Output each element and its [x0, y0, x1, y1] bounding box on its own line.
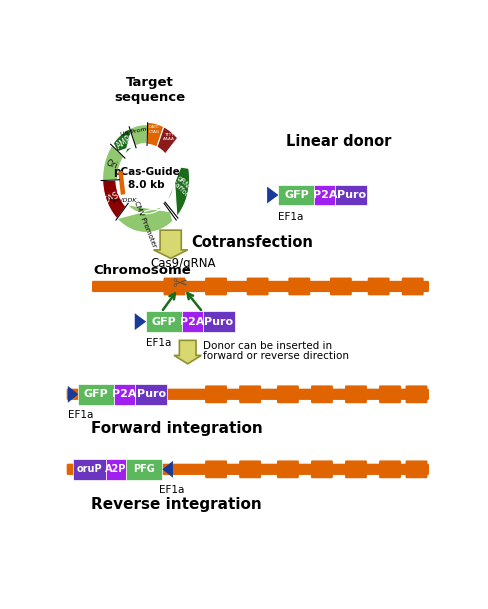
Text: AMPr: AMPr — [115, 132, 136, 150]
FancyBboxPatch shape — [74, 459, 105, 480]
FancyBboxPatch shape — [406, 460, 427, 478]
Polygon shape — [135, 313, 146, 330]
Text: Linear donor: Linear donor — [286, 133, 392, 149]
Text: Myc/DDK: Myc/DDK — [109, 198, 138, 203]
Text: P2A: P2A — [112, 389, 137, 400]
Polygon shape — [174, 340, 202, 364]
FancyBboxPatch shape — [345, 460, 367, 478]
Polygon shape — [130, 125, 147, 146]
FancyBboxPatch shape — [135, 384, 167, 404]
FancyBboxPatch shape — [239, 460, 261, 478]
Polygon shape — [68, 386, 79, 403]
FancyBboxPatch shape — [205, 385, 227, 403]
FancyBboxPatch shape — [288, 278, 310, 295]
Text: U6 Promoter: U6 Promoter — [120, 124, 160, 136]
Text: PFG: PFG — [134, 464, 155, 474]
Polygon shape — [147, 122, 164, 147]
Polygon shape — [157, 127, 178, 154]
FancyBboxPatch shape — [406, 385, 427, 403]
FancyBboxPatch shape — [311, 385, 333, 403]
Text: GFP: GFP — [284, 190, 309, 200]
Polygon shape — [154, 230, 188, 258]
FancyBboxPatch shape — [379, 385, 401, 403]
FancyBboxPatch shape — [330, 278, 352, 295]
Text: forward or reverse direction: forward or reverse direction — [203, 351, 349, 361]
Text: EF1a: EF1a — [159, 485, 184, 495]
FancyBboxPatch shape — [279, 185, 314, 205]
Text: EF1a: EF1a — [279, 212, 304, 222]
FancyBboxPatch shape — [105, 459, 126, 480]
Text: Puro: Puro — [337, 190, 366, 200]
FancyBboxPatch shape — [335, 185, 367, 205]
Polygon shape — [267, 186, 279, 203]
Text: TTTT
AAAA: TTTT AAAA — [163, 133, 175, 141]
FancyBboxPatch shape — [163, 278, 185, 295]
FancyBboxPatch shape — [345, 385, 367, 403]
Text: GFP: GFP — [152, 317, 177, 326]
Text: ✂: ✂ — [173, 275, 188, 294]
Polygon shape — [102, 180, 126, 219]
Text: Target
sequence: Target sequence — [114, 76, 185, 104]
FancyBboxPatch shape — [67, 389, 429, 400]
Text: Ori: Ori — [105, 159, 119, 171]
FancyBboxPatch shape — [126, 459, 163, 480]
Text: Cotransfection: Cotransfection — [191, 235, 313, 250]
FancyBboxPatch shape — [311, 460, 333, 478]
Text: Puro: Puro — [204, 317, 233, 326]
Text: Forward integration: Forward integration — [91, 421, 263, 437]
Text: A2P: A2P — [105, 464, 127, 474]
Polygon shape — [166, 167, 189, 217]
Text: CMV Promoter: CMV Promoter — [133, 200, 157, 248]
Text: CAS9: CAS9 — [102, 189, 125, 206]
FancyBboxPatch shape — [247, 278, 268, 295]
FancyBboxPatch shape — [368, 278, 389, 295]
Polygon shape — [113, 127, 137, 155]
FancyBboxPatch shape — [92, 281, 429, 292]
FancyBboxPatch shape — [182, 311, 203, 332]
Polygon shape — [118, 171, 125, 195]
Text: EF1a: EF1a — [68, 410, 93, 420]
FancyBboxPatch shape — [277, 460, 299, 478]
Text: Puro: Puro — [137, 389, 166, 400]
FancyBboxPatch shape — [239, 385, 261, 403]
Text: gRNA
Scaffold: gRNA Scaffold — [168, 172, 197, 201]
Text: EF1a: EF1a — [146, 338, 171, 348]
FancyBboxPatch shape — [379, 460, 401, 478]
Text: P2A: P2A — [312, 190, 337, 200]
FancyBboxPatch shape — [67, 463, 429, 475]
FancyBboxPatch shape — [205, 278, 227, 295]
Text: oruP: oruP — [77, 464, 102, 474]
Text: Reverse integration: Reverse integration — [91, 496, 262, 512]
FancyBboxPatch shape — [79, 384, 114, 404]
Text: GFP: GFP — [84, 389, 109, 400]
FancyBboxPatch shape — [314, 185, 335, 205]
FancyBboxPatch shape — [146, 311, 182, 332]
Text: P2A: P2A — [180, 317, 204, 326]
FancyBboxPatch shape — [114, 384, 135, 404]
Text: GATC
CTAG: GATC CTAG — [149, 125, 160, 134]
Text: Chromosome: Chromosome — [93, 264, 191, 277]
Polygon shape — [163, 461, 173, 478]
Text: Donor can be inserted in: Donor can be inserted in — [203, 342, 332, 351]
FancyBboxPatch shape — [205, 460, 227, 478]
Text: pCas-Guide
8.0 kb: pCas-Guide 8.0 kb — [113, 167, 180, 190]
Polygon shape — [102, 146, 124, 180]
FancyBboxPatch shape — [402, 278, 424, 295]
FancyBboxPatch shape — [277, 385, 299, 403]
FancyBboxPatch shape — [203, 311, 235, 332]
Text: Cas9/gRNA: Cas9/gRNA — [150, 257, 216, 270]
Polygon shape — [117, 205, 173, 233]
